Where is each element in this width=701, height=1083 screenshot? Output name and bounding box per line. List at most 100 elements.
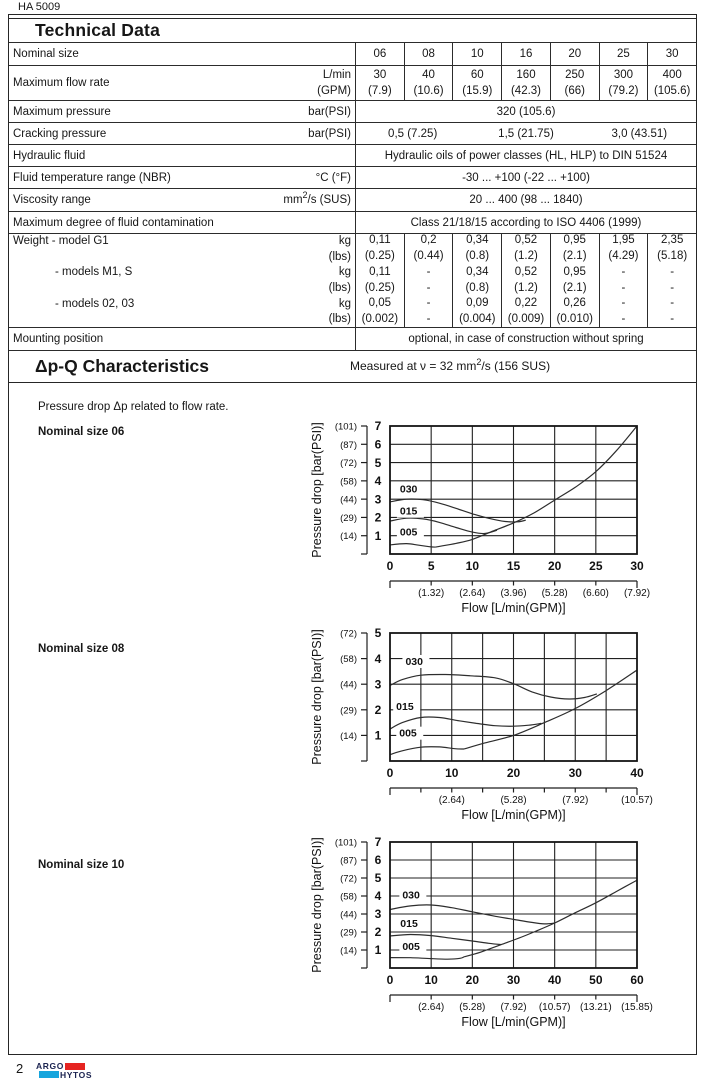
svg-text:5: 5 — [375, 871, 382, 885]
weight-column: 0,11 (0.25) 0,11 (0.25) 0,05 (0.002) — [361, 234, 399, 325]
svg-text:5: 5 — [375, 456, 382, 470]
page-frame: Technical Data Nominal size 06 08 10 16 20 25… — [8, 14, 697, 1055]
curve-015 — [389, 933, 502, 946]
curve-030 — [389, 673, 598, 700]
svg-text:25: 25 — [589, 559, 603, 573]
chart-size-08: 030 015 005 (72) (58) (44) (29) (14) 1 2 3 4 5 0 10 20 3… — [305, 621, 695, 834]
svg-text:3: 3 — [375, 677, 382, 691]
document-code: HA 5009 — [18, 1, 61, 13]
svg-text:40: 40 — [548, 973, 562, 987]
svg-text:20: 20 — [507, 766, 521, 780]
table-row-max-pressure: Maximum pressure bar(PSI) 320 (105.6) — [9, 101, 696, 123]
cracking-value: 0,5 (7.25) — [388, 127, 438, 140]
svg-text:(15.85): (15.85) — [621, 1002, 653, 1013]
svg-text:40: 40 — [630, 766, 644, 780]
weight-column: 1,95 (4.29) - - - - — [598, 233, 648, 328]
charts-intro-text: Pressure drop Δp related to flow rate. — [38, 401, 229, 413]
measured-at-note: Measured at ν = 32 mm2/s (156 SUS) — [350, 357, 551, 374]
curve-label: 005 — [402, 941, 420, 953]
svg-text:(58): (58) — [340, 654, 357, 665]
row-unit: bar(PSI) — [308, 127, 351, 140]
y-axis-label: Pressure drop [bar(PSI)] — [310, 837, 324, 972]
curve-030 — [389, 498, 526, 523]
svg-text:1: 1 — [375, 529, 382, 543]
svg-text:30: 30 — [507, 973, 521, 987]
curve-label: 005 — [399, 728, 417, 740]
svg-text:5: 5 — [375, 626, 382, 640]
curve-015 — [389, 517, 498, 535]
svg-text:(7.92): (7.92) — [500, 1002, 526, 1013]
svg-text:30: 30 — [630, 559, 644, 573]
section-title-dpq: Δp-Q Characteristics — [35, 356, 210, 376]
row-unit: bar(PSI) — [308, 105, 351, 118]
svg-text:2: 2 — [375, 925, 382, 939]
svg-text:10: 10 — [445, 766, 459, 780]
x-axis-label: Flow [L/min(GPM)] — [461, 1015, 565, 1029]
curve-label: 015 — [400, 506, 418, 518]
curve-label: 030 — [402, 890, 420, 902]
curve-005 — [389, 542, 436, 548]
svg-text:60: 60 — [630, 973, 644, 987]
svg-text:(1.32): (1.32) — [418, 588, 444, 599]
row-label: Hydraulic fluid — [13, 149, 86, 162]
technical-data-header: Technical Data — [9, 18, 696, 43]
svg-text:(14): (14) — [340, 946, 357, 957]
table-cell: 10 — [452, 43, 501, 65]
y-axis-label: Pressure drop [bar(PSI)] — [310, 422, 324, 557]
table-cell: 250 (66) — [549, 66, 599, 100]
svg-text:(72): (72) — [340, 629, 357, 640]
svg-text:10: 10 — [424, 973, 438, 987]
svg-text:2: 2 — [375, 511, 382, 525]
row-label: Nominal size — [13, 48, 79, 60]
svg-text:7: 7 — [375, 835, 382, 849]
table-cell: 300 (79.2) — [598, 66, 648, 100]
svg-text:(13.21): (13.21) — [580, 1002, 612, 1013]
logo-text-hytos: HYTOS — [60, 1069, 93, 1080]
cracking-value: 3,0 (43.51) — [611, 127, 668, 140]
max-pressure-value: 320 (105.6) — [496, 105, 556, 118]
svg-text:3: 3 — [375, 907, 382, 921]
table-row-temp-range: Fluid temperature range (NBR) °C (°F) -30… — [9, 167, 696, 189]
chart-title-size-06: Nominal size 06 — [38, 426, 125, 438]
svg-text:(10.57): (10.57) — [621, 795, 653, 806]
svg-text:(5.28): (5.28) — [459, 1002, 485, 1013]
svg-text:(29): (29) — [340, 513, 357, 524]
svg-text:(2.64): (2.64) — [459, 588, 485, 599]
svg-text:4: 4 — [375, 889, 382, 903]
table-row-hydraulic-fluid: Hydraulic fluid Hydraulic oils of power … — [9, 145, 696, 167]
weight-column: 0,34 (0.8) 0,34 (0.8) 0,09 (0.004) — [452, 233, 501, 328]
row-label: Maximum degree of fluid contamination — [13, 216, 214, 229]
curve-common-rise — [435, 425, 638, 548]
technical-data-table: Nominal size 06 08 10 16 20 25 30 Maximum flow… — [9, 43, 696, 351]
curve-common-rise — [463, 669, 638, 750]
page-number: 2 — [16, 1061, 24, 1076]
svg-text:2: 2 — [375, 703, 382, 717]
svg-text:(7.92): (7.92) — [562, 795, 588, 806]
row-label: Maximum pressure — [13, 105, 111, 118]
dpq-chart-svg: 030 015 005 (72) (58) (44) (29) (14) 1 2 3 4 5 0 10 20 3… — [310, 626, 653, 822]
hydraulic-fluid-value: Hydraulic oils of power classes (HL, HLP… — [384, 149, 668, 162]
x-axis-label: Flow [L/min(GPM)] — [461, 808, 565, 822]
row-label: Viscosity range — [13, 194, 91, 206]
svg-text:20: 20 — [466, 973, 480, 987]
svg-text:(6.60): (6.60) — [583, 588, 609, 599]
cracking-value: 1,5 (21.75) — [498, 127, 554, 140]
logo-blue-block — [39, 1071, 59, 1079]
row-label: Mounting position — [13, 333, 104, 345]
svg-text:(5.28): (5.28) — [542, 588, 568, 599]
svg-text:(58): (58) — [340, 892, 357, 903]
svg-text:4: 4 — [375, 474, 382, 488]
curve-label: 015 — [400, 918, 418, 930]
table-row-weight: Weight - model G1 kg (lbs) - models M1, S… — [9, 233, 696, 328]
row-unit: mm2/s (SUS) — [283, 190, 351, 206]
svg-text:(72): (72) — [340, 874, 357, 885]
svg-text:1: 1 — [375, 729, 382, 743]
svg-text:0: 0 — [387, 973, 394, 987]
viscosity-value: 20 ... 400 (98 ... 1840) — [469, 194, 583, 206]
contamination-value: Class 21/18/15 according to ISO 4406 (19… — [410, 216, 642, 229]
svg-text:(101): (101) — [335, 422, 357, 433]
row-label: Maximum flow rate — [13, 77, 110, 89]
svg-text:(58): (58) — [340, 476, 357, 487]
nominal-size-values: 06 08 10 16 20 25 30 — [356, 43, 696, 65]
